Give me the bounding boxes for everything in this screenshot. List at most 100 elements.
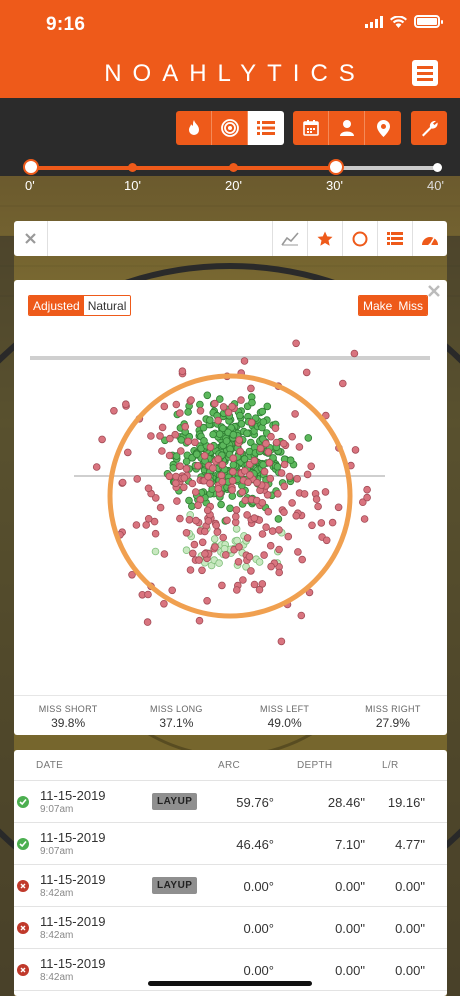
adjusted-natural-toggle[interactable]: Adjusted Natural (28, 295, 132, 316)
toggle-make[interactable]: Make (359, 296, 397, 315)
slider-tick-label: 30' (326, 178, 343, 193)
shot-dot (200, 452, 209, 460)
table-row[interactable]: 11-15-2019 9:07am LAYUP 59.76° 28.46" 19.16" (14, 781, 447, 823)
row-depth: 0.00" (335, 921, 365, 936)
slider-tick-label: 20' (225, 178, 242, 193)
trend-button[interactable] (272, 221, 307, 256)
shot-dot (328, 518, 337, 527)
shot-dot (280, 482, 289, 491)
shot-dot (156, 503, 165, 512)
shot-dot (194, 462, 202, 470)
shot-dot (247, 567, 255, 575)
menu-button[interactable] (412, 60, 438, 86)
shot-dot (206, 416, 214, 424)
slider-handle-end[interactable] (328, 159, 344, 175)
shot-dot (236, 411, 244, 420)
shot-dot (172, 479, 180, 488)
list-view-button[interactable] (248, 111, 284, 145)
make-miss-toggle[interactable]: Make Miss (358, 295, 429, 316)
toggle-natural[interactable]: Natural (83, 296, 131, 315)
settings-button[interactable] (411, 111, 447, 145)
circle-button[interactable] (342, 221, 377, 256)
shot-dot (358, 498, 367, 507)
shot-dot (275, 568, 284, 577)
shot-dot (284, 532, 293, 541)
shot-dot (259, 418, 268, 426)
shot-dot (243, 534, 252, 542)
shot-dot (220, 544, 229, 553)
shot-dot (223, 516, 231, 525)
row-arc: 0.00° (243, 963, 274, 978)
slider-handle-start[interactable] (23, 159, 39, 175)
slider-tick-label: 40' (427, 178, 444, 193)
shot-dot (198, 566, 206, 575)
favorite-button[interactable] (307, 221, 342, 256)
slider-tick-dot (433, 163, 442, 172)
shot-dot (204, 472, 212, 481)
shot-dot (229, 431, 238, 439)
slider-tick-label: 10' (124, 178, 141, 193)
shot-dot (255, 585, 264, 594)
shot-dot (229, 454, 238, 463)
location-button[interactable] (365, 111, 401, 145)
shot-dot (160, 402, 169, 411)
app-header: 9:16 NOAHLYTICS (0, 0, 460, 98)
shot-dot (190, 540, 199, 549)
shot-dot (262, 439, 270, 448)
shot-dot (228, 402, 236, 411)
table-header: DATE ARC DEPTH L/R (14, 750, 447, 781)
shot-dot (222, 437, 231, 445)
heatmap-view-button[interactable] (176, 111, 212, 145)
shot-dot (198, 538, 207, 547)
shot-dot (234, 557, 243, 566)
shot-dot (265, 459, 274, 467)
list-filter-button[interactable] (377, 221, 412, 256)
shot-dot (264, 507, 273, 516)
calendar-button[interactable] (293, 111, 329, 145)
shot-dot (253, 479, 261, 487)
target-view-button[interactable] (212, 111, 248, 145)
shot-dot (156, 432, 164, 440)
table-row[interactable]: 11-15-2019 8:42am LAYUP 0.00° 0.00" 0.00" (14, 865, 447, 907)
home-indicator[interactable] (148, 981, 312, 986)
scatter-plot (30, 339, 430, 646)
distance-slider-fill (31, 166, 336, 170)
shot-dot (194, 419, 203, 428)
filter-bar (14, 221, 447, 256)
shot-dot (189, 549, 197, 558)
shot-dot (232, 525, 241, 533)
close-icon[interactable] (427, 284, 441, 298)
shot-dot (264, 448, 273, 456)
player-button[interactable] (329, 111, 365, 145)
gauge-button[interactable] (412, 221, 447, 256)
toggle-adjusted[interactable]: Adjusted (29, 296, 84, 315)
shot-dot (172, 400, 181, 409)
list-icon (387, 232, 403, 245)
shot-dot (273, 490, 282, 498)
header-arc: ARC (218, 759, 241, 771)
shot-dot (219, 533, 228, 542)
table-row[interactable]: 11-15-2019 8:42am 0.00° 0.00" 0.00" (14, 949, 447, 991)
shot-dot (165, 451, 174, 460)
shot-dot (233, 536, 241, 545)
shot-dot (132, 521, 141, 529)
shot-dot (214, 485, 223, 493)
shot-dot (292, 512, 301, 520)
shot-dot (215, 430, 224, 438)
rim-circle (107, 373, 353, 619)
stat-miss-left: MISS LEFT 49.0% (260, 704, 310, 730)
shot-dot (178, 367, 187, 375)
shot-dot (182, 529, 191, 537)
table-row[interactable]: 11-15-2019 8:42am 0.00° 0.00" 0.00" (14, 907, 447, 949)
shot-dot (240, 357, 249, 365)
filter-input[interactable] (48, 221, 272, 256)
shot-dot (214, 455, 223, 463)
location-pin-icon (376, 119, 390, 137)
table-row[interactable]: 11-15-2019 9:07am 46.46° 7.10" 4.77" (14, 823, 447, 865)
clear-filter-button[interactable] (14, 221, 48, 256)
toggle-miss[interactable]: Miss (396, 296, 428, 315)
shot-dot (244, 478, 252, 487)
shot-dot (213, 528, 222, 536)
shot-dot (277, 469, 286, 477)
row-lr: 0.00" (395, 963, 425, 978)
